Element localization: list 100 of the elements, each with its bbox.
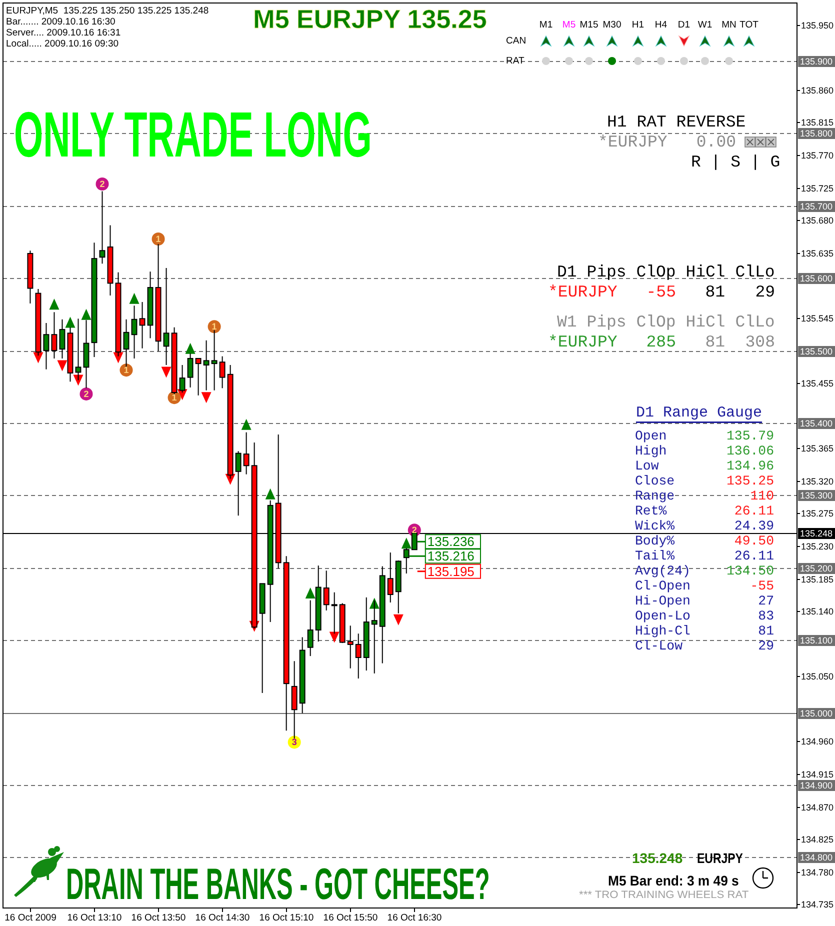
annotation: Cl-Low <box>635 638 683 654</box>
y-tick-label: 135.185 <box>801 574 834 584</box>
annotation: CAN <box>506 36 526 46</box>
annotation: 29 <box>758 638 774 654</box>
ref-line-label: 134.900 <box>800 780 833 790</box>
annotation: 29 <box>755 282 775 302</box>
annotation: D1 Pips ClOp HiCl ClLo <box>557 262 775 282</box>
annotation: 81 <box>705 332 726 352</box>
annotation: *EURJPY <box>548 282 618 302</box>
x-tick-label: 16 Oct 2009 <box>4 912 56 924</box>
annotation: 136.06 <box>726 444 774 458</box>
annotation: Wick% <box>635 518 675 534</box>
ref-line-label: 135.300 <box>800 490 833 500</box>
x-tick-label: 16 Oct 14:30 <box>195 912 250 924</box>
annotation: 134.50 <box>726 564 774 578</box>
annotation: Low <box>635 458 659 474</box>
annotation: MN <box>722 20 737 30</box>
annotation: W1 <box>698 20 712 30</box>
ref-line-label: 135.000 <box>800 708 833 718</box>
annotation: 2 <box>84 388 89 399</box>
ref-line-label: 135.200 <box>800 564 833 574</box>
annotation: 110 <box>750 488 774 504</box>
annotation: EURJPY,M5 135.225 135.250 135.225 135.248 <box>6 6 209 16</box>
ref-line-label: 134.800 <box>800 852 833 862</box>
annotation: 24.39 <box>734 518 774 534</box>
y-tick-label: 135.365 <box>801 444 834 454</box>
annotation: 2 <box>412 525 417 536</box>
annotation: Body% <box>635 534 675 548</box>
x-tick-label: 16 Oct 16:30 <box>387 912 442 924</box>
annotation: *** TRO TRAINING WHEELS RAT <box>579 889 750 901</box>
y-tick-label: 135.545 <box>801 314 834 324</box>
annotation: R | S | G <box>691 152 780 172</box>
annotation: 83 <box>758 608 774 624</box>
chart-title: M5 EURJPY 135.25 <box>253 4 487 34</box>
annotation: 26.11 <box>734 504 774 518</box>
annotation: 2 <box>100 179 105 189</box>
ref-line-label: 135.700 <box>800 202 833 212</box>
annotation: W1 Pips ClOp HiCl ClLo <box>557 312 775 332</box>
annotation: H4 <box>654 20 668 30</box>
annotation: 81 <box>758 624 774 638</box>
y-tick-label: 135.770 <box>801 150 834 160</box>
y-tick-label: 135.275 <box>801 508 834 518</box>
annotation: 135.79 <box>726 428 774 444</box>
annotation: 308 <box>745 332 775 352</box>
annotation: *EURJPY <box>598 132 668 152</box>
annotation: D1 Range Gauge <box>636 404 762 422</box>
y-tick-label: 135.050 <box>801 672 834 682</box>
annotation: M1 <box>539 20 553 30</box>
annotation: 134.96 <box>726 458 774 474</box>
annotation: Avg(24) <box>635 564 690 578</box>
ref-line-label: 135.248 <box>800 528 833 538</box>
annotation: ONLY TRADE LONG <box>14 100 372 172</box>
annotation: Hi-Open <box>635 594 690 608</box>
annotation: 1 <box>156 234 161 244</box>
annotation: Local..... 2009.10.16 09:30 <box>6 38 119 50</box>
annotation: 135.195 <box>427 564 474 579</box>
y-tick-label: 135.140 <box>801 606 834 616</box>
y-tick-label: 135.230 <box>801 542 834 552</box>
annotation: Close <box>635 474 675 488</box>
y-tick-label: 135.860 <box>801 86 834 96</box>
annotation: Tail% <box>635 548 675 564</box>
annotation: Range <box>635 488 675 504</box>
ref-line-label: 135.800 <box>800 128 833 138</box>
annotation: DRAIN THE BANKS - GOT CHEESE? <box>66 859 490 909</box>
y-tick-label: 134.960 <box>801 736 834 746</box>
annotation: 27 <box>758 594 774 608</box>
y-tick-label: 134.870 <box>801 802 834 812</box>
annotation: Ret% <box>635 504 667 518</box>
annotation: 26.11 <box>734 548 774 564</box>
x-tick-label: 16 Oct 15:10 <box>259 912 314 924</box>
annotation: High-Cl <box>635 624 690 638</box>
y-tick-label: 134.735 <box>801 900 834 910</box>
annotation: M5 <box>562 20 576 30</box>
ref-line-label: 135.500 <box>800 346 833 356</box>
annotation: D1 <box>678 20 690 30</box>
annotation: M15 <box>580 20 598 30</box>
y-tick-label: 135.320 <box>801 476 834 486</box>
x-tick-label: 16 Oct 13:10 <box>67 912 122 924</box>
ref-line-label: 135.100 <box>800 636 833 646</box>
y-tick-label: 135.815 <box>801 118 834 128</box>
annotation: TOT <box>740 20 759 30</box>
annotation: 1 <box>212 322 217 332</box>
annotation: H1 RAT REVERSE <box>607 112 746 132</box>
annotation: 0.00 <box>696 132 736 152</box>
annotation: EURJPY <box>697 850 744 866</box>
annotation: Bar....... 2009.10.16 16:30 <box>6 16 116 28</box>
annotation: 135.216 <box>427 548 474 564</box>
y-tick-label: 135.635 <box>801 248 834 258</box>
annotation: 135.248 <box>632 850 683 866</box>
x-tick-label: 16 Oct 13:50 <box>131 912 186 924</box>
ref-line-label: 135.600 <box>800 274 833 284</box>
annotation: High <box>635 444 667 458</box>
annotation: 135.236 <box>427 534 474 550</box>
annotation: -55 <box>646 282 676 302</box>
annotation: 135.25 <box>726 474 774 488</box>
annotation: *EURJPY <box>548 332 618 352</box>
y-tick-label: 134.915 <box>801 770 834 780</box>
annotation: 1 <box>172 392 177 403</box>
annotation: M30 <box>602 20 622 30</box>
x-tick-label: 16 Oct 15:50 <box>323 912 378 924</box>
